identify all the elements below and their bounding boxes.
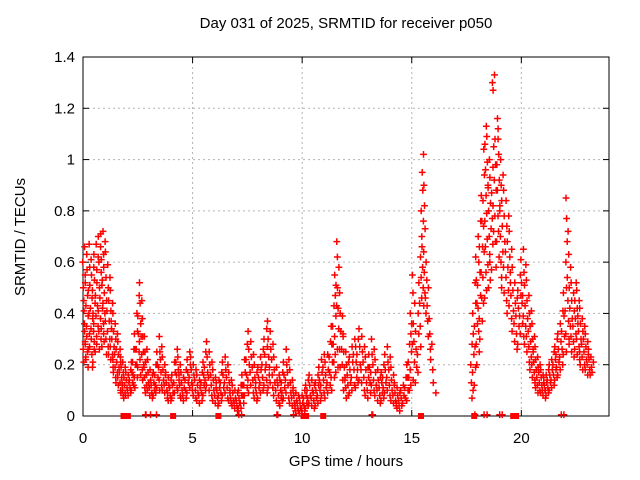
flag-square-marker: [303, 413, 310, 419]
flag-square-marker: [170, 413, 177, 419]
x-tick-label: 5: [188, 430, 196, 447]
x-tick-label: 0: [79, 430, 87, 447]
y-tick-label: 0.8: [54, 203, 75, 220]
flag-squares: [120, 413, 520, 419]
flag-square-marker: [471, 413, 478, 419]
flag-square-marker: [215, 413, 222, 419]
y-tick-label: 1: [67, 152, 75, 169]
x-tick-label: 20: [513, 430, 530, 447]
y-tick-label: 1.2: [54, 100, 75, 117]
flag-square-marker: [120, 413, 127, 419]
tick-labels: 0 5 10 15 20 0 0.2 0.4 0.6 0.8 1 1.2 1.4: [54, 49, 530, 447]
y-axis-label: SRMTID / TECUs: [12, 178, 29, 296]
x-tick-label: 10: [294, 430, 311, 447]
flag-square-marker: [513, 413, 520, 419]
flag-square-marker: [320, 413, 327, 419]
flag-square-marker: [418, 413, 424, 419]
scatter-points: [79, 71, 597, 419]
y-tick-label: 0.2: [54, 357, 75, 374]
chart-title: Day 031 of 2025, SRMTID for receiver p05…: [200, 15, 493, 32]
y-tick-label: 0.4: [54, 305, 75, 322]
plot-border: [82, 56, 610, 417]
flag-square-marker: [124, 413, 131, 419]
srmtid-plus-markers: [79, 71, 597, 419]
x-tick-label: 15: [403, 430, 420, 447]
y-tick-label: 0.6: [54, 254, 75, 271]
x-axis-label: GPS time / hours: [289, 453, 403, 470]
y-tick-label: 0: [67, 408, 75, 425]
y-tick-label: 1.4: [54, 49, 75, 66]
